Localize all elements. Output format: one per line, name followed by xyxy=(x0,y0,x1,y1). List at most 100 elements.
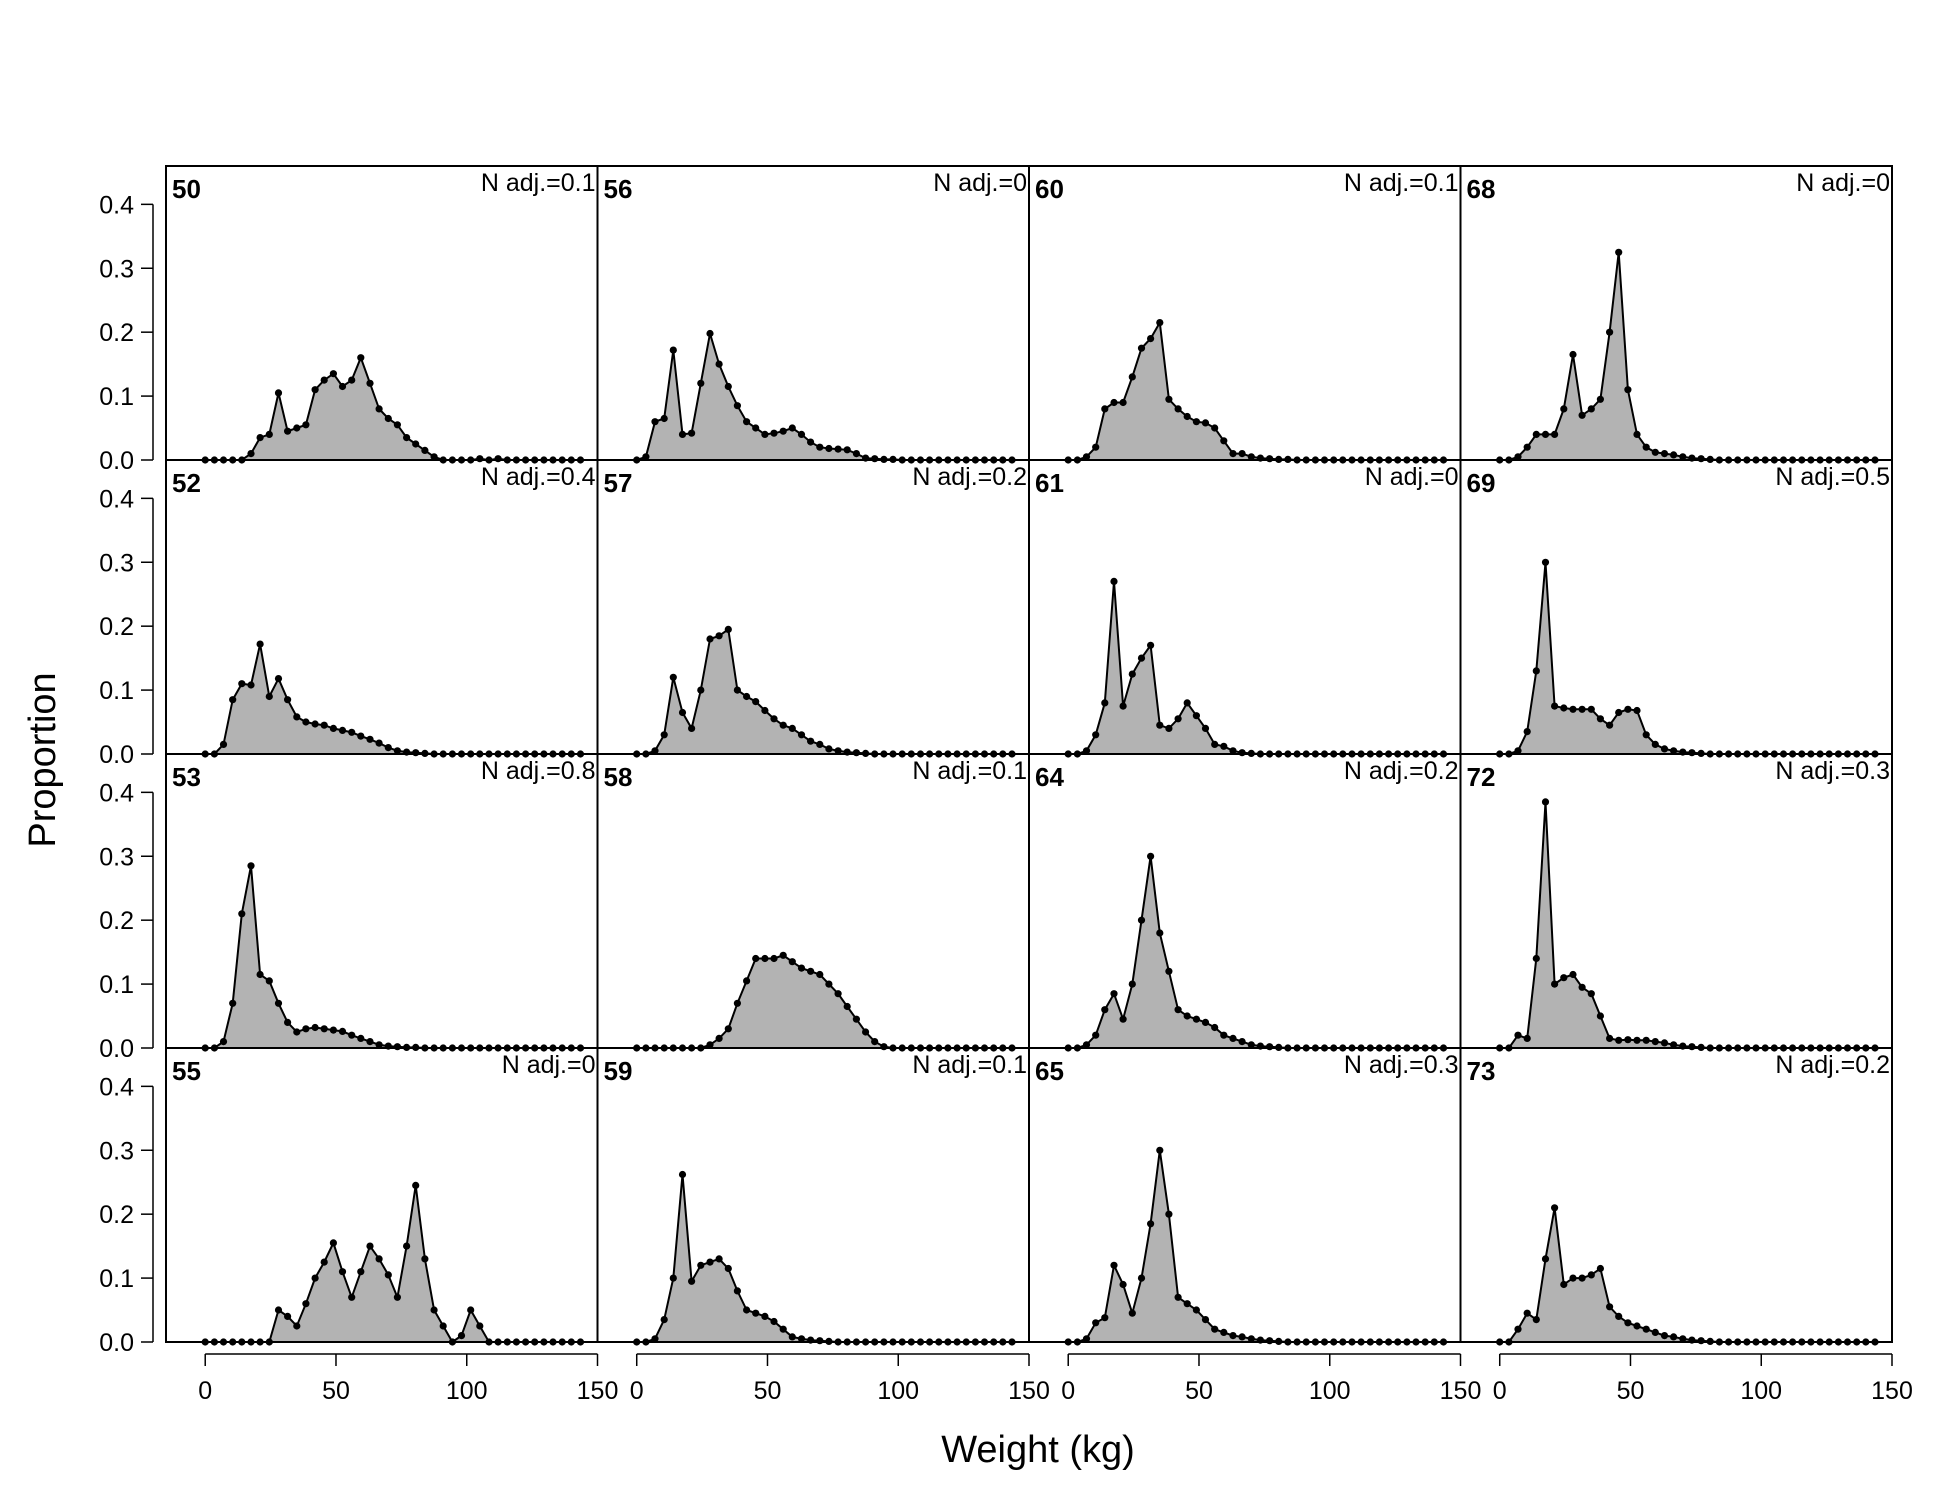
data-point xyxy=(247,862,255,870)
data-point xyxy=(1119,398,1127,407)
panel-label: 61 xyxy=(1035,468,1064,498)
data-point xyxy=(1211,740,1219,749)
data-point xyxy=(743,1306,751,1314)
data-point xyxy=(852,749,861,757)
data-point xyxy=(1551,1204,1559,1212)
data-point xyxy=(1174,715,1182,723)
data-point xyxy=(1660,745,1669,753)
data-point xyxy=(697,686,705,694)
data-point xyxy=(852,1015,861,1023)
x-tick-label: 150 xyxy=(1871,1377,1913,1405)
data-point xyxy=(733,402,742,410)
data-point xyxy=(1651,1328,1659,1336)
y-tick-label: 0.2 xyxy=(99,1201,134,1229)
data-point xyxy=(320,1025,328,1033)
data-point xyxy=(1211,424,1219,432)
data-point xyxy=(1578,411,1586,419)
data-point xyxy=(1679,453,1687,461)
data-point xyxy=(1560,1280,1568,1289)
data-point xyxy=(1624,705,1632,713)
data-point xyxy=(1247,1041,1255,1049)
data-point xyxy=(384,744,392,752)
x-tick-label: 150 xyxy=(1440,1377,1482,1405)
data-point xyxy=(1670,451,1678,459)
data-point xyxy=(338,726,347,735)
data-point xyxy=(238,680,246,688)
data-point xyxy=(1082,453,1091,461)
data-point xyxy=(229,696,237,704)
y-tick-label: 0.3 xyxy=(99,1137,134,1165)
area-fill xyxy=(205,865,581,1048)
panel-annotation: N adj.=0.4 xyxy=(481,463,596,491)
data-point xyxy=(724,1025,732,1033)
data-point xyxy=(1229,1034,1237,1042)
data-point xyxy=(1192,1306,1200,1314)
data-point xyxy=(256,434,264,442)
data-point xyxy=(1266,1043,1274,1051)
data-point xyxy=(1660,1039,1669,1047)
data-point xyxy=(1615,1312,1623,1320)
data-point xyxy=(688,429,696,437)
data-point xyxy=(797,964,806,972)
data-point xyxy=(1238,749,1246,757)
data-point xyxy=(1147,1220,1155,1228)
area-fill xyxy=(205,644,581,754)
panel-64: 64 N adj.=0.2 xyxy=(1035,757,1459,1052)
data-point xyxy=(1633,430,1641,438)
data-point xyxy=(256,640,264,648)
x-tick-label: 100 xyxy=(1740,1377,1782,1405)
data-point xyxy=(1624,386,1632,394)
panel-annotation: N adj.=0.2 xyxy=(1775,1051,1890,1079)
panel-label: 57 xyxy=(604,468,633,498)
data-point xyxy=(247,681,255,689)
data-point xyxy=(293,424,301,432)
data-point xyxy=(1514,1031,1522,1039)
data-point xyxy=(706,1258,714,1266)
panel-annotation: N adj.=0.1 xyxy=(1344,169,1459,197)
data-point xyxy=(1174,1293,1182,1301)
data-point xyxy=(1101,1006,1109,1014)
data-point xyxy=(770,715,778,723)
data-point xyxy=(779,951,787,959)
data-point xyxy=(1569,970,1577,979)
data-point xyxy=(1165,395,1173,403)
data-point xyxy=(293,1028,301,1036)
data-point xyxy=(688,1277,696,1285)
data-point xyxy=(715,360,723,368)
data-point xyxy=(338,1027,347,1035)
data-point xyxy=(284,427,292,435)
x-tick-label: 50 xyxy=(1617,1377,1645,1405)
data-point xyxy=(669,1274,677,1282)
data-point xyxy=(393,1293,401,1301)
data-point xyxy=(1220,1031,1228,1039)
y-tick-label: 0.2 xyxy=(99,613,134,641)
panel-label: 52 xyxy=(172,468,201,498)
data-point xyxy=(1092,1031,1100,1039)
data-point xyxy=(467,1306,475,1314)
panel-label: 69 xyxy=(1467,468,1496,498)
data-point xyxy=(1101,405,1109,413)
data-point xyxy=(752,424,760,432)
data-point xyxy=(880,1043,888,1051)
data-point xyxy=(825,980,833,988)
data-point xyxy=(1156,929,1164,937)
data-point xyxy=(1201,1018,1210,1026)
data-point xyxy=(338,382,347,391)
data-point xyxy=(651,747,659,755)
data-point xyxy=(1642,731,1650,739)
data-point xyxy=(1688,749,1696,757)
data-point xyxy=(761,1312,769,1320)
data-point xyxy=(1156,1146,1164,1154)
data-point xyxy=(1220,742,1228,750)
data-point xyxy=(311,386,319,394)
data-point xyxy=(1651,740,1659,749)
data-point xyxy=(311,1274,319,1282)
data-point xyxy=(357,1268,365,1276)
data-point xyxy=(1119,1280,1127,1289)
data-point xyxy=(715,1034,723,1042)
data-point xyxy=(788,424,796,432)
data-point xyxy=(1201,1316,1210,1324)
data-point xyxy=(476,1322,484,1330)
data-point xyxy=(1137,344,1146,352)
data-point xyxy=(1156,721,1164,729)
